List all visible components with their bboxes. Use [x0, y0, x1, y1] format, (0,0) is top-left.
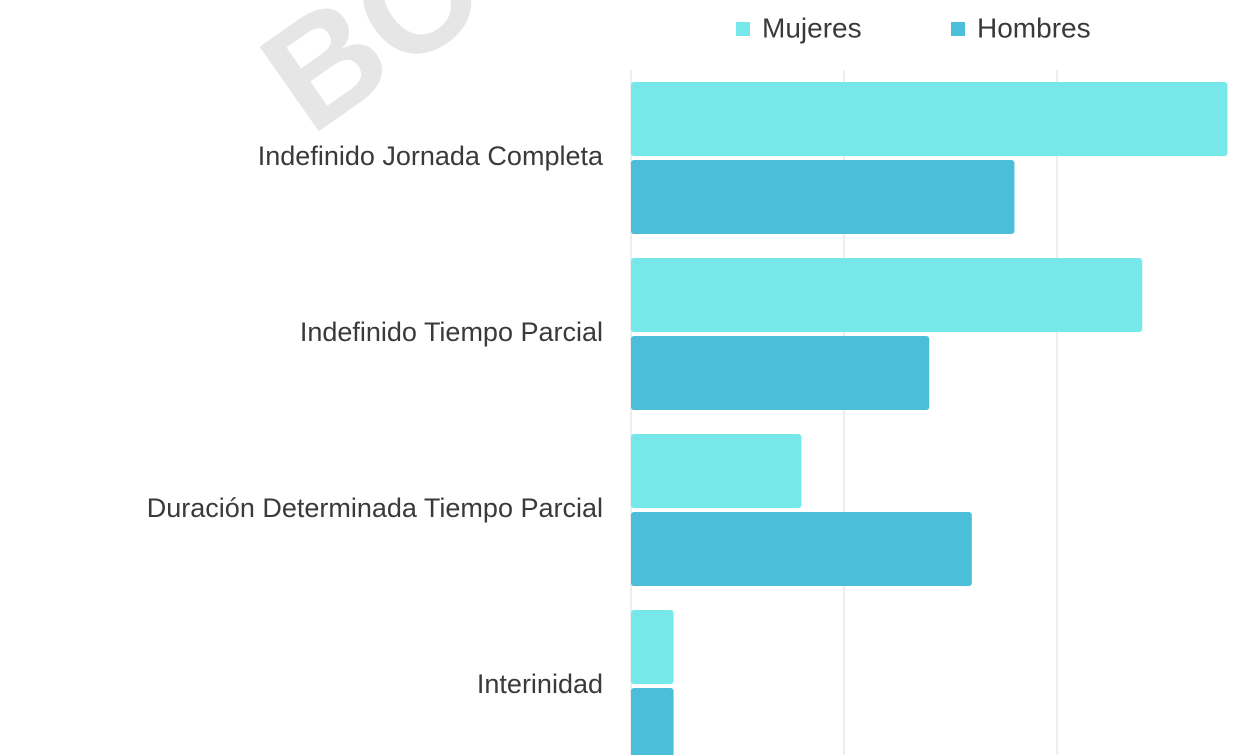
legend-swatch: [951, 22, 965, 36]
legend-label: Mujeres: [762, 12, 862, 43]
y-tick-label: Interinidad: [477, 669, 603, 699]
y-tick-label: Indefinido Jornada Completa: [258, 141, 604, 171]
watermark: BO: [233, 0, 514, 163]
y-tick-label: Indefinido Tiempo Parcial: [300, 317, 603, 347]
bar: [631, 610, 674, 684]
bar: [631, 688, 674, 755]
y-tick-label: Duración Determinada Tiempo Parcial: [147, 493, 603, 523]
bar: [631, 258, 1143, 332]
bar: [631, 434, 802, 508]
bar: [631, 82, 1228, 156]
bar: [631, 160, 1015, 234]
bar: [631, 336, 930, 410]
legend-label: Hombres: [977, 12, 1091, 43]
bar: [631, 512, 972, 586]
legend-swatch: [736, 22, 750, 36]
